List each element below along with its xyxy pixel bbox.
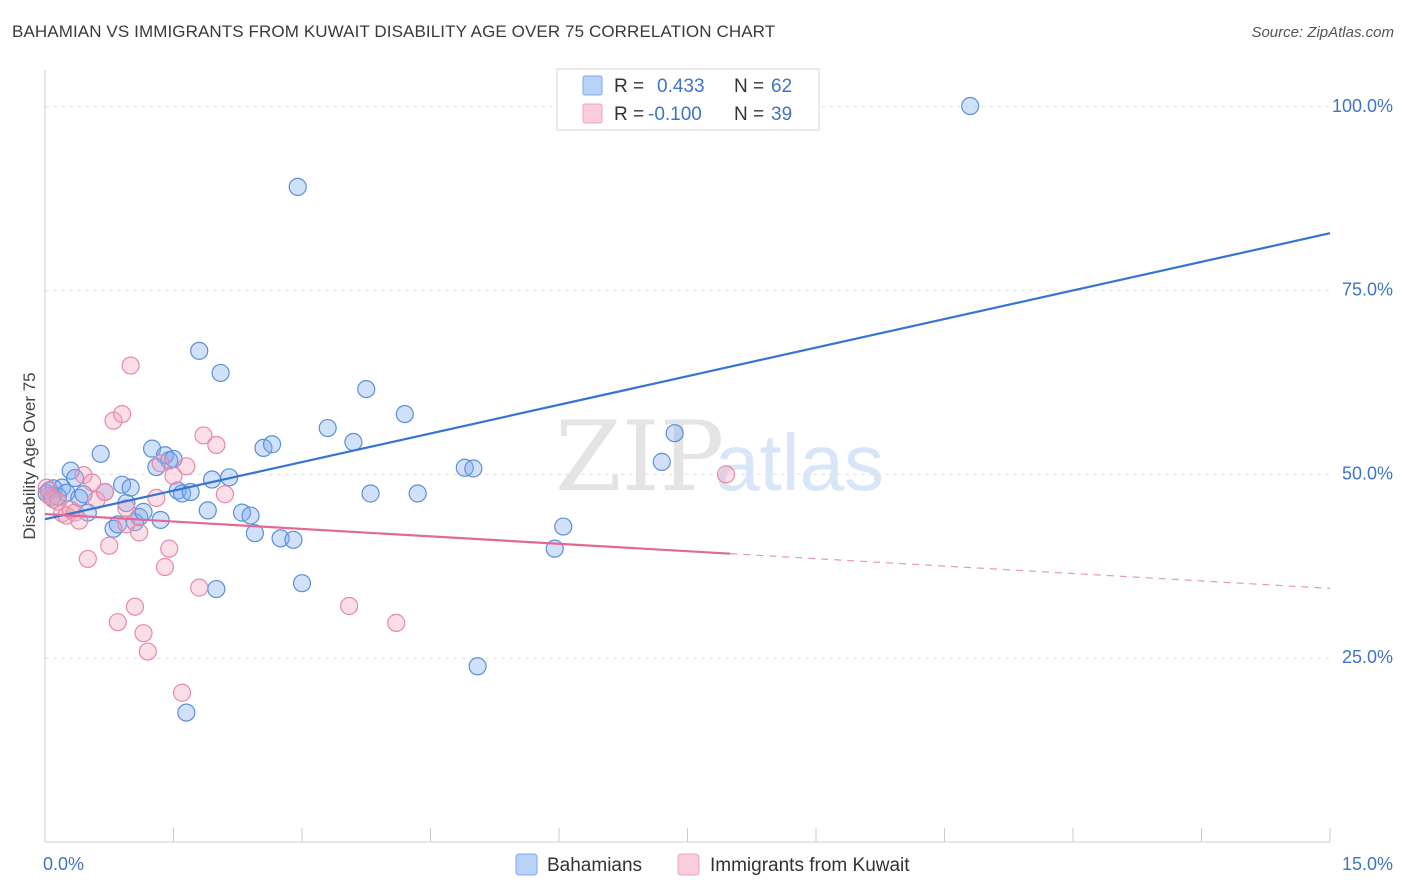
legend-n-label-kuwait: N = — [734, 104, 764, 125]
kuwait-point-22 — [134, 624, 153, 643]
kuwait-point-19 — [121, 356, 140, 375]
source-credit: Source: ZipAtlas.com — [1251, 24, 1394, 41]
chart-title: BAHAMIAN VS IMMIGRANTS FROM KUWAIT DISAB… — [12, 22, 776, 41]
kuwait-point-26 — [155, 557, 175, 577]
gridlines — [45, 106, 1330, 659]
watermark: ZIP atlas — [555, 401, 884, 513]
watermark-zip: ZIP — [555, 401, 724, 513]
bahamians-point-50 — [395, 404, 414, 424]
legend-n-label-bahamians: N = — [734, 76, 764, 97]
kuwait-point-33 — [207, 435, 226, 455]
kuwait-point-17 — [112, 404, 132, 424]
kuwait-point-38 — [117, 499, 136, 518]
bahamians-point-61 — [177, 703, 196, 722]
legend-r-value-bahamians: 0.433 — [657, 76, 705, 97]
bahamians-point-35 — [211, 363, 230, 383]
kuwait-point-13 — [95, 482, 115, 502]
kuwait-point-3 — [48, 492, 67, 511]
bahamians-point-56 — [554, 517, 573, 536]
bahamians-point-44 — [288, 177, 307, 197]
bahamians-point-47 — [344, 432, 363, 452]
bahamians-trend-line — [44, 232, 1331, 521]
bahamians-point-31 — [190, 341, 209, 360]
legend-r-value-kuwait: -0.100 — [648, 104, 702, 125]
kuwait-point-34 — [215, 485, 234, 504]
legend-key-bahamians — [515, 853, 538, 876]
kuwait-point-30 — [177, 457, 196, 476]
trend-lines — [44, 232, 1331, 589]
legend-label-kuwait: Immigrants from Kuwait — [710, 855, 910, 876]
kuwait-point-24 — [147, 488, 166, 508]
kuwait-point-28 — [164, 466, 183, 485]
kuwait-point-11 — [83, 473, 102, 492]
bahamians-point-12 — [91, 444, 110, 463]
y-tick-label-3: 100.0% — [1332, 96, 1393, 116]
bahamians-point-41 — [262, 435, 282, 454]
x-tick-label-0: 0.0% — [43, 854, 84, 874]
bahamians-point-32 — [198, 501, 217, 520]
kuwait-point-37 — [716, 465, 736, 484]
bahamians-point-43 — [284, 530, 303, 549]
x-tick-label-1: 15.0% — [1342, 854, 1393, 874]
stats-legend: R = 0.433 N = 62 R = -0.100 N = 39 — [556, 68, 820, 131]
kuwait-point-10 — [78, 549, 97, 569]
kuwait-point-20 — [125, 597, 145, 616]
kuwait-trend-line-extension — [730, 553, 1331, 589]
legend-key-kuwait — [677, 853, 700, 876]
legend-n-value-kuwait: 39 — [771, 104, 792, 125]
y-tick-labels: 25.0% 50.0% 75.0% 100.0% — [1332, 96, 1393, 667]
x-tick-labels: 0.0% 15.0% — [43, 854, 1393, 874]
kuwait-point-23 — [138, 642, 157, 661]
bahamians-point-53 — [464, 459, 483, 478]
bahamians-point-51 — [408, 484, 427, 503]
bahamians-point-21 — [134, 502, 153, 521]
data-points — [37, 96, 980, 722]
kuwait-point-14 — [100, 536, 119, 555]
legend-n-value-bahamians: 62 — [771, 76, 792, 97]
bahamians-point-49 — [361, 484, 380, 503]
legend-label-bahamians: Bahamians — [547, 855, 642, 876]
kuwait-point-29 — [172, 683, 192, 702]
axes — [44, 70, 1331, 843]
bahamians-point-54 — [468, 657, 487, 676]
bahamians-point-60 — [961, 96, 980, 116]
kuwait-point-27 — [160, 539, 179, 558]
kuwait-point-36 — [387, 613, 406, 632]
kuwait-point-21 — [130, 523, 149, 542]
y-tick-label-0: 25.0% — [1342, 647, 1393, 667]
watermark-atlas: atlas — [715, 418, 884, 507]
bahamians-point-38 — [241, 506, 260, 525]
y-tick-label-1: 50.0% — [1342, 463, 1393, 483]
y-axis-label: Disability Age Over 75 — [20, 372, 39, 539]
kuwait-point-32 — [194, 426, 213, 445]
bahamians-point-57 — [652, 452, 671, 471]
bahamians-point-45 — [292, 574, 312, 593]
legend-swatch-bahamians — [582, 75, 603, 96]
bahamians-point-46 — [318, 418, 337, 438]
series-legend: Bahamians Immigrants from Kuwait — [515, 853, 910, 876]
bahamians-point-58 — [665, 424, 684, 443]
y-tick-label-2: 75.0% — [1342, 280, 1393, 300]
bahamians-point-18 — [121, 478, 140, 497]
kuwait-trend-line — [44, 512, 731, 555]
kuwait-point-35 — [340, 596, 359, 616]
bahamians-point-34 — [207, 579, 226, 599]
kuwait-point-25 — [151, 454, 170, 473]
bahamians-point-39 — [245, 524, 264, 543]
bahamians-point-48 — [357, 379, 376, 399]
kuwait-point-16 — [108, 613, 127, 632]
bahamians-point-33 — [202, 470, 222, 489]
legend-r-label-kuwait: R = — [614, 104, 644, 125]
legend-r-label-bahamians: R = — [614, 76, 644, 97]
legend-swatch-kuwait — [582, 103, 603, 124]
kuwait-point-31 — [190, 578, 209, 597]
